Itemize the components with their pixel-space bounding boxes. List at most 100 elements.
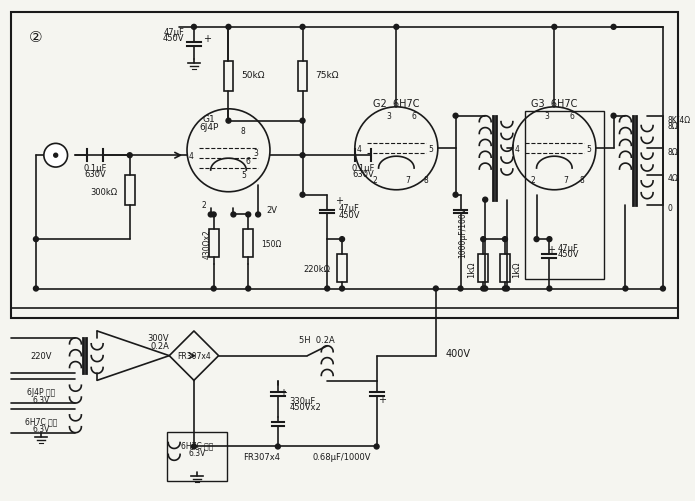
- Text: 450V: 450V: [557, 250, 579, 259]
- Circle shape: [300, 193, 305, 198]
- Text: G1: G1: [202, 115, 215, 124]
- Text: 5: 5: [428, 144, 434, 153]
- Text: 5H  0.2A: 5H 0.2A: [300, 336, 335, 345]
- Bar: [224, 62, 234, 92]
- Text: 6.3V: 6.3V: [188, 448, 206, 457]
- Text: 8K/4Ω: 8K/4Ω: [668, 115, 691, 124]
- Circle shape: [211, 287, 216, 292]
- Text: 8Ω: 8Ω: [668, 122, 678, 131]
- Text: 75kΩ: 75kΩ: [316, 71, 339, 80]
- Circle shape: [453, 114, 458, 119]
- Circle shape: [226, 26, 231, 30]
- Circle shape: [191, 444, 197, 449]
- Bar: [243, 230, 253, 258]
- Text: 2: 2: [373, 176, 377, 185]
- Text: 50kΩ: 50kΩ: [241, 71, 265, 80]
- Circle shape: [340, 237, 345, 242]
- Circle shape: [300, 153, 305, 158]
- Text: 0.68μF/1000V: 0.68μF/1000V: [313, 452, 371, 461]
- Bar: [208, 230, 219, 258]
- Text: 7: 7: [564, 176, 569, 185]
- Circle shape: [547, 287, 552, 292]
- Circle shape: [208, 212, 213, 217]
- Circle shape: [660, 287, 665, 292]
- Text: +: +: [377, 394, 386, 404]
- Text: 5: 5: [587, 144, 591, 153]
- Circle shape: [623, 287, 628, 292]
- Text: 2: 2: [202, 201, 206, 209]
- Circle shape: [611, 26, 616, 30]
- Circle shape: [547, 237, 552, 242]
- Circle shape: [300, 119, 305, 124]
- Text: 6: 6: [246, 156, 251, 165]
- Circle shape: [300, 26, 305, 30]
- Text: 4Ω: 4Ω: [668, 174, 678, 183]
- Circle shape: [534, 237, 539, 242]
- Text: 8Ω: 8Ω: [668, 147, 678, 156]
- Text: +: +: [203, 34, 211, 44]
- Text: ②: ②: [29, 30, 43, 45]
- Text: 47μF: 47μF: [557, 243, 578, 252]
- Text: +: +: [548, 244, 555, 255]
- Text: 8: 8: [241, 127, 245, 136]
- Circle shape: [246, 212, 251, 217]
- Text: FR307x4: FR307x4: [177, 351, 211, 360]
- Text: 300kΩ: 300kΩ: [91, 188, 118, 197]
- Bar: [337, 255, 347, 282]
- Circle shape: [434, 287, 439, 292]
- Text: 47μF: 47μF: [339, 203, 360, 212]
- Circle shape: [275, 444, 280, 449]
- Text: 4: 4: [357, 144, 361, 153]
- Text: 0.1μF: 0.1μF: [351, 163, 375, 172]
- Text: 6H7C 灯丝: 6H7C 灯丝: [181, 440, 213, 449]
- Circle shape: [256, 212, 261, 217]
- Circle shape: [246, 287, 251, 292]
- Text: 1000μF/100V: 1000μF/100V: [458, 206, 467, 257]
- Text: 630V: 630V: [352, 170, 374, 179]
- Text: 450V: 450V: [339, 210, 361, 219]
- Circle shape: [458, 287, 463, 292]
- Bar: [125, 176, 135, 205]
- Circle shape: [481, 287, 486, 292]
- Circle shape: [611, 114, 616, 119]
- Circle shape: [325, 287, 329, 292]
- Text: +: +: [279, 387, 287, 397]
- Text: 8: 8: [580, 176, 584, 185]
- Text: 6H7C 灯丝: 6H7C 灯丝: [25, 416, 57, 425]
- Circle shape: [374, 444, 379, 449]
- Text: G3  6H7C: G3 6H7C: [531, 99, 578, 109]
- Bar: [11, 13, 678, 319]
- Circle shape: [44, 144, 67, 168]
- Circle shape: [394, 26, 399, 30]
- Circle shape: [453, 193, 458, 198]
- Text: 4: 4: [514, 144, 519, 153]
- Text: 330μF: 330μF: [290, 396, 316, 405]
- Text: 6: 6: [411, 112, 416, 121]
- Text: 3: 3: [544, 112, 549, 121]
- Text: 4: 4: [188, 151, 193, 160]
- Text: 150Ω: 150Ω: [261, 239, 281, 248]
- Text: 630V: 630V: [84, 170, 106, 179]
- Circle shape: [552, 26, 557, 30]
- Text: 0: 0: [668, 203, 673, 212]
- Text: 1kΩ: 1kΩ: [512, 261, 521, 278]
- Circle shape: [483, 287, 488, 292]
- Text: 0.1μF: 0.1μF: [83, 163, 107, 172]
- Circle shape: [33, 237, 38, 242]
- Circle shape: [127, 153, 132, 158]
- Text: 1kΩ: 1kΩ: [467, 261, 476, 278]
- Circle shape: [54, 154, 58, 158]
- Text: 3: 3: [254, 148, 259, 157]
- Text: 300V: 300V: [147, 334, 170, 343]
- Text: 6.3V: 6.3V: [32, 395, 49, 404]
- Circle shape: [340, 287, 345, 292]
- Text: +: +: [335, 195, 343, 205]
- Circle shape: [502, 287, 507, 292]
- Bar: [478, 255, 488, 282]
- Circle shape: [211, 212, 216, 217]
- Text: 3: 3: [386, 112, 391, 121]
- Text: 47μF: 47μF: [163, 28, 184, 37]
- Text: 450V: 450V: [163, 34, 184, 43]
- Text: 6: 6: [570, 112, 575, 121]
- Bar: [525, 112, 604, 279]
